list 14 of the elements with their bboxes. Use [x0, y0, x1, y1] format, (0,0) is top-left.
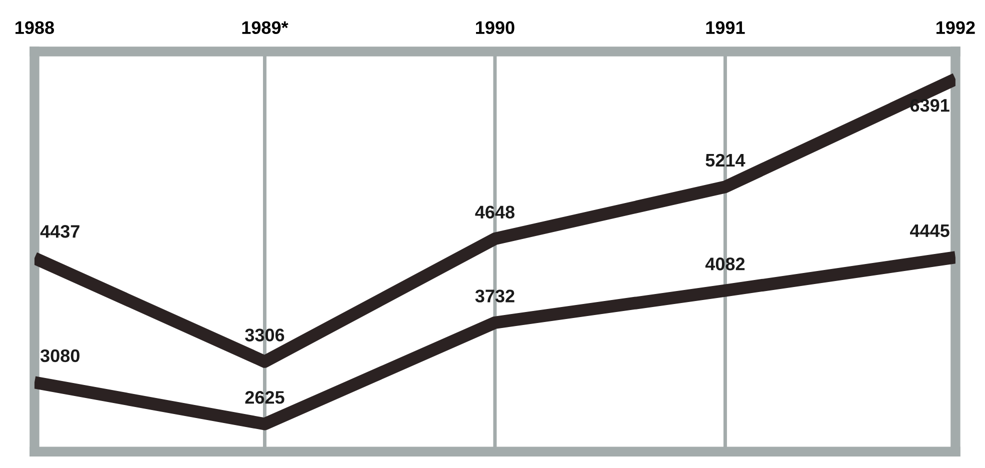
data-label: 3080	[40, 349, 80, 362]
data-label: 4445	[910, 224, 950, 238]
data-label: 5214	[706, 154, 746, 167]
data-label: 4648	[475, 206, 514, 218]
x-tick-label: 1992	[936, 21, 975, 34]
x-tick-label: 1991	[706, 21, 745, 34]
data-label: 4082	[705, 258, 745, 270]
x-tick-label: 1988	[16, 21, 54, 34]
data-label: 3732	[475, 290, 514, 302]
x-tick-label: 1989*	[242, 21, 288, 34]
data-label: 4437	[40, 225, 80, 238]
data-label: 2625	[245, 391, 284, 404]
x-tick-label: 1990	[476, 21, 514, 34]
data-label: 3306	[245, 328, 284, 342]
